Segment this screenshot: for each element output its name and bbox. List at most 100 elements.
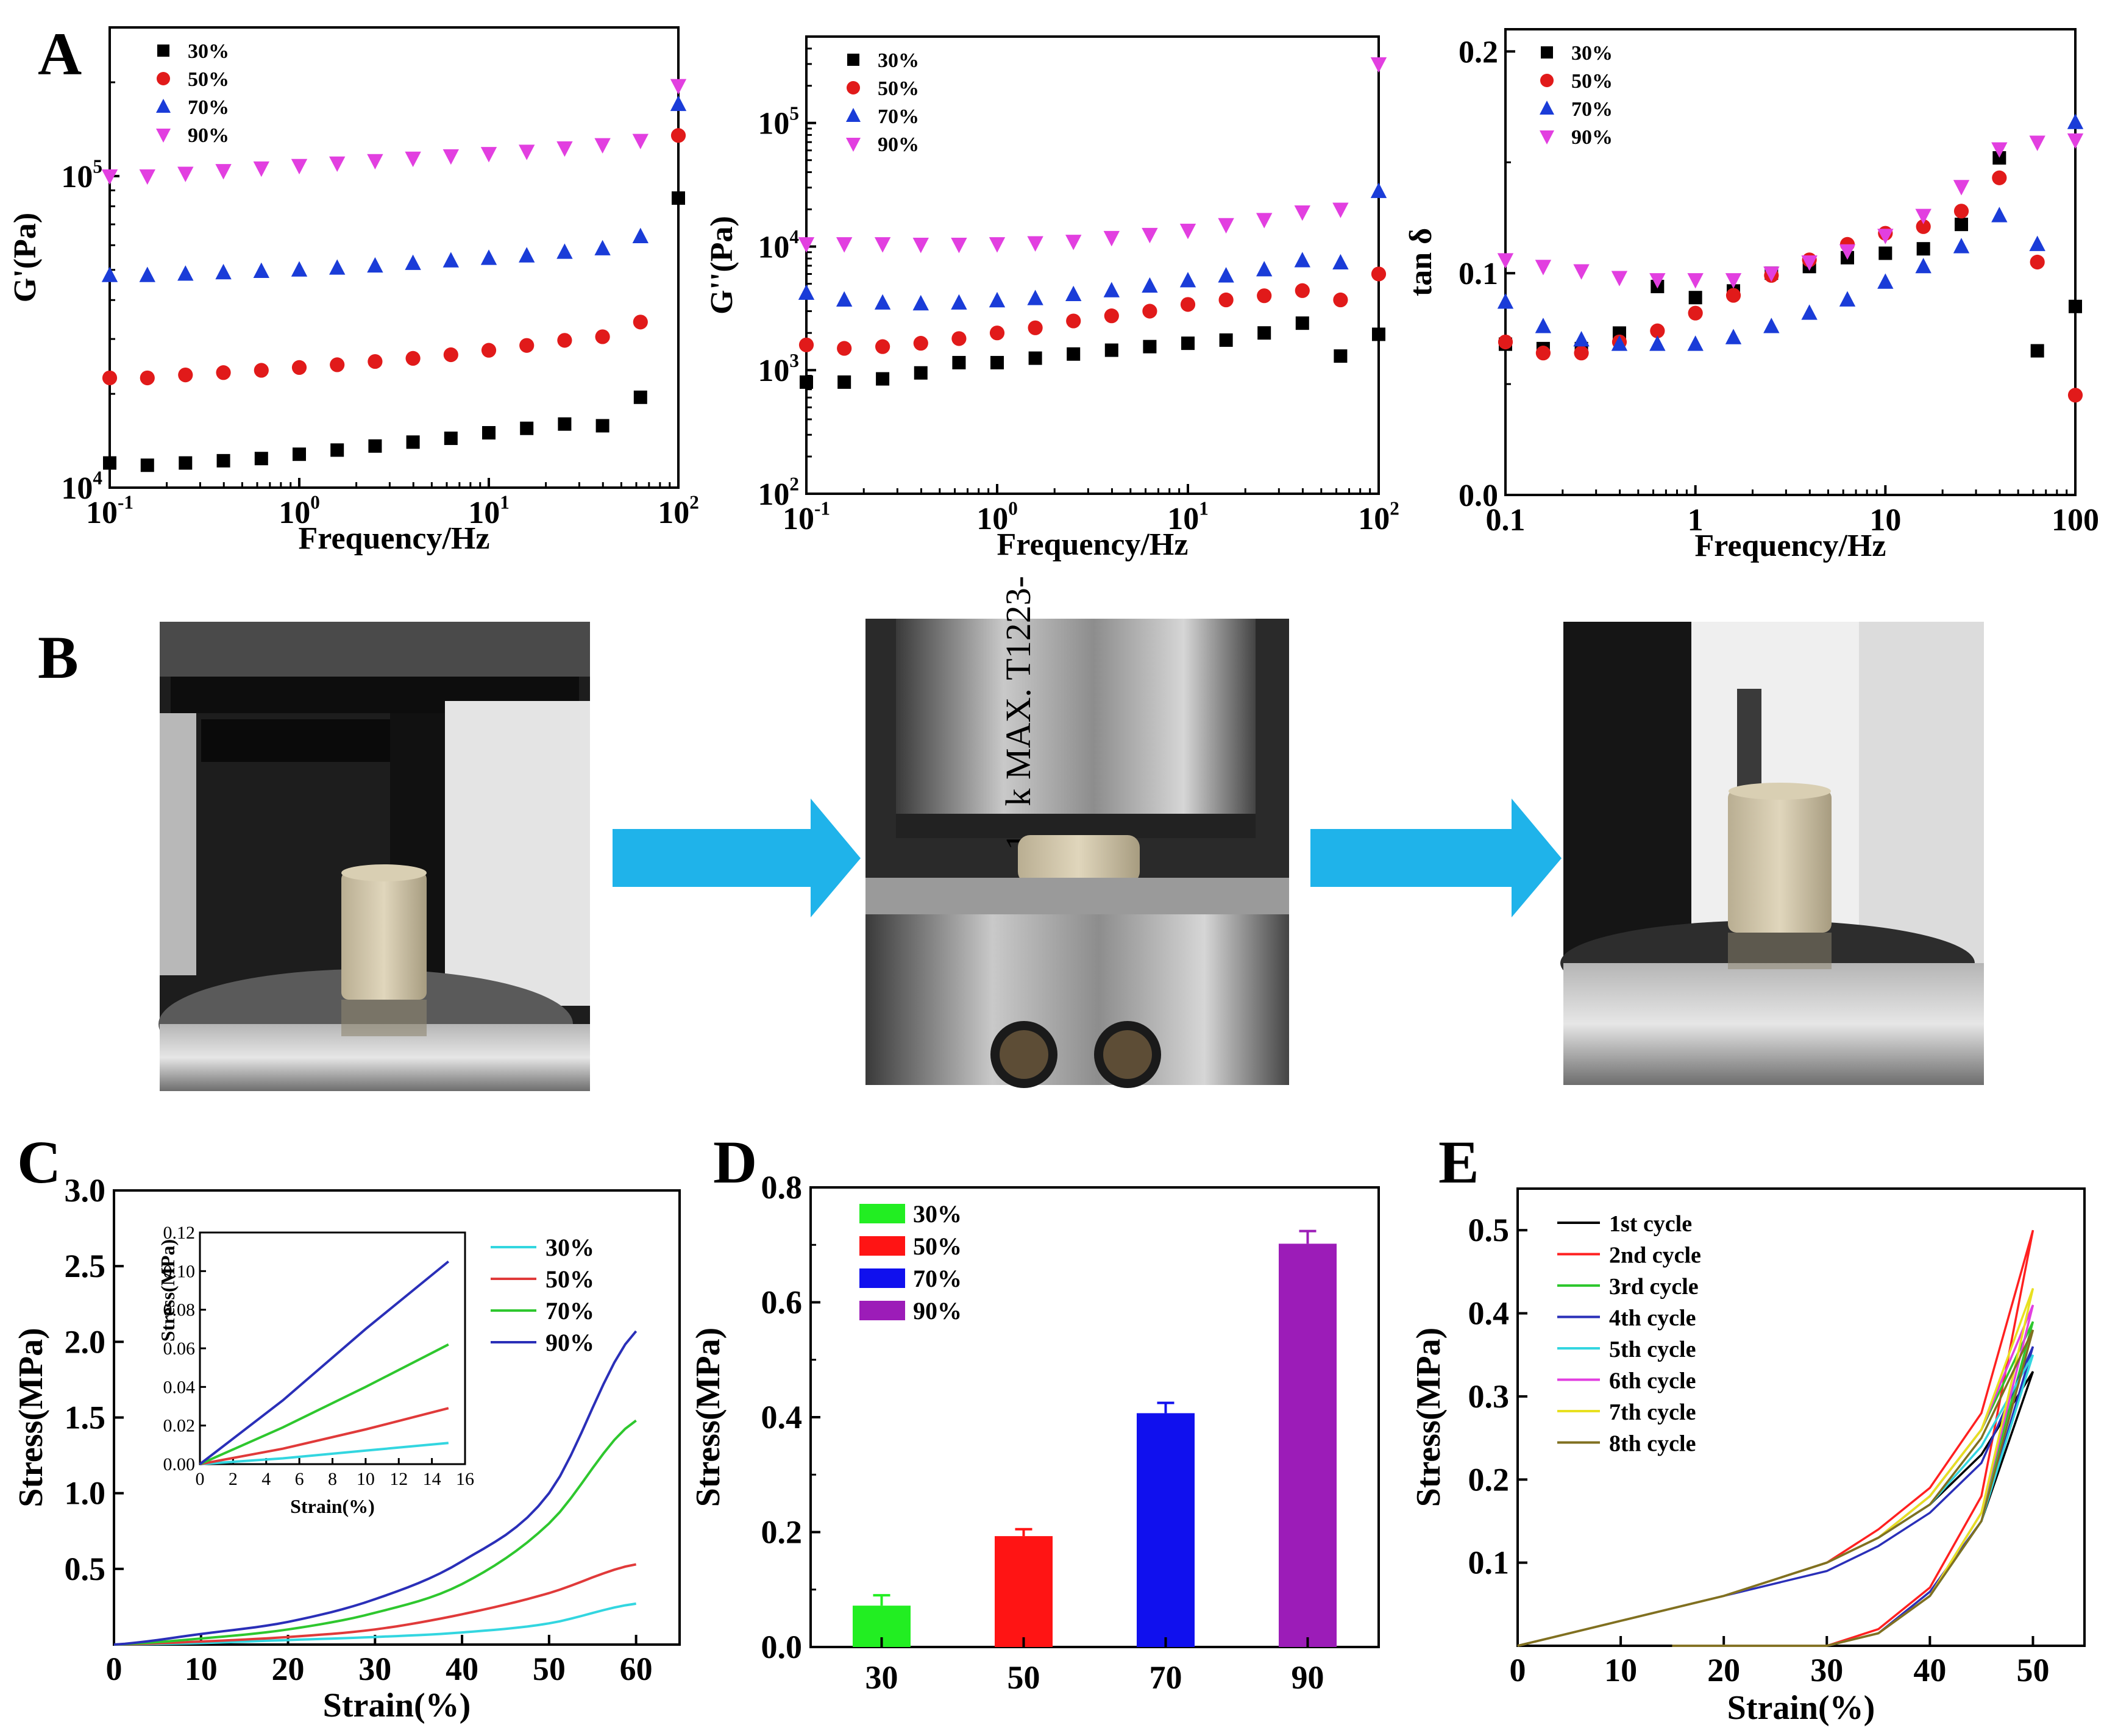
data-point (874, 237, 891, 253)
legend-label: 30% (545, 1234, 594, 1261)
data-point (990, 355, 1004, 369)
y-tick-label: 0.1 (1459, 257, 1498, 291)
data-point (1103, 230, 1120, 247)
data-point (1333, 292, 1348, 308)
legend-label: 30% (878, 49, 919, 72)
data-point (216, 454, 230, 468)
x-tick-label: 40 (1913, 1652, 1946, 1688)
chart-g-prime: 10-1 100 101 102 104 105 Frequency/Hz G'(Pa) 30%… (8, 26, 699, 556)
cycle-curve (1517, 1346, 2034, 1647)
legend-label: 90% (913, 1297, 962, 1325)
y-tick-label: 102 (758, 474, 799, 512)
data-point (103, 456, 116, 470)
data-point (442, 252, 460, 268)
data-point (594, 240, 611, 255)
data-point (1370, 182, 1387, 198)
data-point (1992, 170, 2007, 185)
inset-series-line (199, 1260, 450, 1465)
y-tick-label: 0.4 (761, 1399, 803, 1435)
inset-series-line (199, 1407, 449, 1465)
data-point (1688, 305, 1703, 321)
inset-y-tick-label: 0.08 (163, 1300, 196, 1320)
arrow-right-icon-1 (613, 799, 861, 917)
data-point (1218, 292, 1234, 308)
legend-label: 70% (1571, 98, 1613, 121)
data-point (670, 95, 687, 112)
legend-label: 2nd cycle (1609, 1243, 1701, 1268)
data-point (837, 375, 851, 389)
data-point (1104, 343, 1118, 357)
inset-y-tick-label: 0.06 (163, 1339, 196, 1359)
legend-marker (156, 129, 171, 143)
x-axis-label: Strain(%) (1727, 1689, 1875, 1727)
data-point (139, 266, 155, 282)
panel-letter-b: B (38, 624, 79, 691)
y-tick-label: 103 (758, 350, 799, 388)
inset-x-tick-label: 4 (261, 1469, 271, 1489)
inset-y-tick-label: 0.02 (163, 1416, 196, 1436)
data-point (101, 169, 118, 185)
cycle-curve (1517, 1354, 2034, 1647)
panel-letter-d: D (713, 1128, 757, 1196)
y-tick-label: 0.0 (761, 1629, 803, 1665)
legend-marker (1540, 101, 1554, 115)
data-point (215, 263, 232, 280)
data-point (330, 357, 345, 372)
data-point (595, 419, 609, 433)
x-tick-label: 20 (1707, 1652, 1740, 1688)
data-point (1916, 219, 1931, 234)
data-point (1992, 151, 2006, 165)
data-point (1574, 346, 1589, 361)
data-point (291, 261, 308, 277)
data-point (253, 161, 270, 177)
y-tick-label: 1.0 (65, 1475, 106, 1512)
inset-x-tick-label: 16 (456, 1469, 474, 1489)
cycle-curve (1517, 1329, 2034, 1647)
data-point (405, 151, 421, 168)
data-point (914, 366, 928, 380)
data-point (2029, 135, 2045, 151)
x-tick-label: 60 (620, 1651, 653, 1687)
data-point (368, 354, 383, 369)
legend-marker (157, 44, 169, 57)
data-point (1142, 304, 1157, 319)
x-tick-label: 50 (2016, 1652, 2049, 1688)
photo-sample-recovered (1560, 622, 1984, 1085)
data-point (406, 435, 420, 449)
x-tick-label: 70 (1150, 1659, 1182, 1696)
y-axis-label: G'(Pa) (8, 213, 43, 302)
data-point (1370, 57, 1387, 73)
data-point (291, 158, 308, 175)
data-point (1295, 316, 1309, 330)
data-point (633, 390, 647, 404)
data-point (1218, 267, 1234, 283)
legend-marker (1541, 46, 1553, 59)
data-point (442, 149, 460, 165)
bar (1137, 1413, 1195, 1647)
data-point (1498, 334, 1513, 350)
data-point (1725, 288, 1741, 303)
data-point (1877, 229, 1894, 244)
data-point (594, 138, 611, 154)
x-tick-label: 101 (468, 492, 510, 530)
y-tick-label: 0.0 (1459, 478, 1498, 513)
inset-x-tick-label: 10 (357, 1469, 375, 1489)
x-tick-label: 40 (446, 1651, 478, 1687)
legend-label: 30% (913, 1200, 962, 1228)
legend-label: 50% (1571, 70, 1613, 93)
data-point (837, 341, 852, 356)
x-tick-label: 10 (1869, 503, 1901, 538)
legend-label: 30% (1571, 42, 1613, 65)
x-axis-label: Frequency/Hz (1695, 528, 1886, 563)
y-tick-label: 104 (61, 468, 102, 506)
data-point (1535, 318, 1552, 333)
x-axis-label: Frequency/Hz (299, 521, 490, 556)
data-point (1535, 260, 1552, 276)
data-point (798, 237, 815, 253)
legend-label: 90% (545, 1329, 594, 1356)
data-point (1257, 288, 1272, 304)
data-point (836, 291, 853, 307)
x-tick-label: 20 (272, 1651, 305, 1687)
data-point (1180, 297, 1196, 312)
y-tick-label: 0.5 (1468, 1212, 1510, 1248)
